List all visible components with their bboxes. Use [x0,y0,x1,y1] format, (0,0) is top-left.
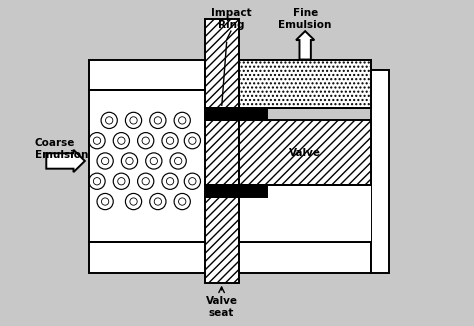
Circle shape [179,117,186,124]
Bar [239,120,371,185]
Bar [89,60,205,90]
Circle shape [174,112,191,128]
Circle shape [137,173,154,189]
Circle shape [146,153,162,169]
Bar [205,19,239,108]
Circle shape [170,153,186,169]
Circle shape [189,137,196,144]
Circle shape [113,133,129,149]
Circle shape [154,198,162,205]
Circle shape [106,117,113,124]
Circle shape [184,133,201,149]
Circle shape [150,112,166,128]
Circle shape [184,173,201,189]
Bar [205,198,239,283]
Circle shape [121,153,137,169]
Circle shape [89,173,105,189]
Bar [371,70,389,273]
Bar [205,185,267,198]
Circle shape [142,137,149,144]
Circle shape [189,178,196,185]
Text: Fine
Emulsion: Fine Emulsion [279,8,332,30]
Circle shape [93,178,100,185]
Circle shape [150,193,166,210]
Circle shape [174,157,182,165]
Bar [205,108,267,120]
Bar [239,60,371,108]
Text: Valve
seat: Valve seat [206,296,237,318]
Text: Valve: Valve [289,148,321,158]
Text: Coarse
Emulsion: Coarse Emulsion [35,138,88,160]
Bar [205,120,239,185]
Bar [89,90,205,242]
Circle shape [89,133,105,149]
Circle shape [130,117,137,124]
Circle shape [166,178,173,185]
Text: Impact
Ring: Impact Ring [210,8,251,30]
Circle shape [97,193,113,210]
Circle shape [166,137,173,144]
Circle shape [150,157,157,165]
FancyArrow shape [46,150,85,172]
Circle shape [118,137,125,144]
Bar [89,242,371,273]
FancyArrow shape [296,31,314,60]
Circle shape [118,178,125,185]
Circle shape [126,193,142,210]
Circle shape [97,153,113,169]
Circle shape [130,198,137,205]
Circle shape [179,198,186,205]
Circle shape [154,117,162,124]
Circle shape [162,173,178,189]
Circle shape [101,198,109,205]
Circle shape [101,157,109,165]
Circle shape [137,133,154,149]
Circle shape [126,112,142,128]
Circle shape [93,137,100,144]
Circle shape [174,193,191,210]
Bar [205,120,239,185]
Circle shape [142,178,149,185]
Bar [239,185,371,242]
Circle shape [101,112,117,128]
Circle shape [126,157,133,165]
Circle shape [162,133,178,149]
Circle shape [113,173,129,189]
